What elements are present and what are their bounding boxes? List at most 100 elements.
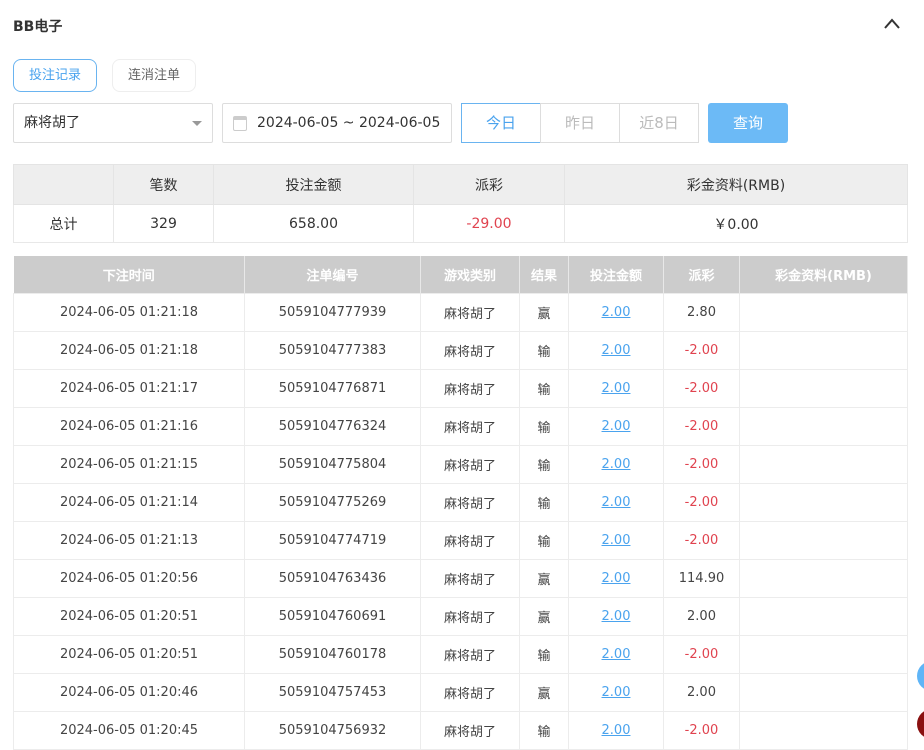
cell-bet-amount[interactable]: 2.00 <box>568 368 664 408</box>
cell-order-number: 5059104777939 <box>244 292 421 332</box>
cell-bet-amount[interactable]: 2.00 <box>568 672 664 712</box>
cell-bet-amount[interactable]: 2.00 <box>568 634 664 674</box>
cell-result: 输 <box>519 330 569 370</box>
summary-bonus: ￥0.00 <box>564 204 908 243</box>
cell-bet-amount[interactable]: 2.00 <box>568 596 664 636</box>
table-row: 2024-06-05 01:21:14 5059104775269 麻将胡了输 2.0… <box>13 482 908 522</box>
cell-game-type: 麻将胡了 <box>420 710 520 750</box>
column-header-bet-time: 下注时间 <box>13 256 245 293</box>
column-header-payout: 派彩 <box>663 256 740 293</box>
cell-game-type: 麻将胡了 <box>420 368 520 408</box>
floating-promo-button[interactable] <box>917 709 924 739</box>
cell-bet-time: 2024-06-05 01:21:18 <box>13 330 245 370</box>
column-header-game-type: 游戏类别 <box>420 256 520 293</box>
cell-bet-time: 2024-06-05 01:21:16 <box>13 406 245 446</box>
cell-order-number: 5059104763436 <box>244 558 421 598</box>
cell-payout: -2.00 <box>663 330 740 370</box>
tab-bet-records[interactable]: 投注记录 <box>13 59 97 92</box>
cell-result: 输 <box>519 710 569 750</box>
cell-bet-time: 2024-06-05 01:21:13 <box>13 520 245 560</box>
cell-result: 赢 <box>519 596 569 636</box>
cell-bet-time: 2024-06-05 01:21:14 <box>13 482 245 522</box>
cell-bonus <box>739 406 908 446</box>
game-select[interactable]: 麻将胡了 <box>13 103 213 143</box>
table-row: 2024-06-05 01:20:51 5059104760691 麻将胡了赢 2.0… <box>13 596 908 636</box>
query-button[interactable]: 查询 <box>708 103 788 143</box>
cell-order-number: 5059104757453 <box>244 672 421 712</box>
table-row: 2024-06-05 01:20:45 5059104756932 麻将胡了输 2.0… <box>13 710 908 750</box>
cell-bet-amount[interactable]: 2.00 <box>568 406 664 446</box>
cell-game-type: 麻将胡了 <box>420 292 520 332</box>
column-header-result: 结果 <box>519 256 569 293</box>
column-header-bonus: 彩金资料(RMB) <box>739 256 908 293</box>
table-row: 2024-06-05 01:21:15 5059104775804 麻将胡了输 2.0… <box>13 444 908 484</box>
cell-order-number: 5059104776324 <box>244 406 421 446</box>
cell-bet-amount[interactable]: 2.00 <box>568 710 664 750</box>
cell-result: 输 <box>519 368 569 408</box>
cell-bonus <box>739 596 908 636</box>
last-8-days-button[interactable]: 近8日 <box>619 103 699 143</box>
column-header-order-number: 注单编号 <box>244 256 421 293</box>
summary-header: 派彩 <box>413 164 565 205</box>
summary-header: 投注金额 <box>213 164 414 205</box>
cell-bonus <box>739 558 908 598</box>
cell-result: 输 <box>519 444 569 484</box>
table-row: 2024-06-05 01:21:16 5059104776324 麻将胡了输 2.0… <box>13 406 908 446</box>
cell-result: 输 <box>519 634 569 674</box>
cell-bonus <box>739 444 908 484</box>
cell-bet-amount[interactable]: 2.00 <box>568 444 664 484</box>
cell-payout: 2.80 <box>663 292 740 332</box>
cell-bet-amount[interactable]: 2.00 <box>568 558 664 598</box>
date-range-input[interactable]: 2024-06-05 ~ 2024-06-05 <box>222 103 452 143</box>
cell-payout: 114.90 <box>663 558 740 598</box>
cell-payout: -2.00 <box>663 634 740 674</box>
cell-bet-time: 2024-06-05 01:20:51 <box>13 596 245 636</box>
bet-records-table: 下注时间 注单编号 游戏类别 结果 投注金额 派彩 彩金资料(RMB) 2024-06-05… <box>13 256 908 750</box>
yesterday-button[interactable]: 昨日 <box>540 103 620 143</box>
cell-result: 输 <box>519 520 569 560</box>
table-row: 2024-06-05 01:20:51 5059104760178 麻将胡了输 2.0… <box>13 634 908 674</box>
cell-bet-time: 2024-06-05 01:21:18 <box>13 292 245 332</box>
cell-bonus <box>739 710 908 750</box>
cell-payout: -2.00 <box>663 520 740 560</box>
cell-payout: 2.00 <box>663 672 740 712</box>
today-button[interactable]: 今日 <box>461 103 541 143</box>
table-row: 2024-06-05 01:21:18 5059104777939 麻将胡了赢 2.0… <box>13 292 908 332</box>
floating-service-button[interactable] <box>917 661 924 691</box>
game-select-value: 麻将胡了 <box>24 115 80 131</box>
column-header-bet-amount: 投注金额 <box>568 256 664 293</box>
cell-bet-time: 2024-06-05 01:21:17 <box>13 368 245 408</box>
cell-game-type: 麻将胡了 <box>420 596 520 636</box>
cell-payout: -2.00 <box>663 406 740 446</box>
cell-payout: -2.00 <box>663 444 740 484</box>
table-row: 2024-06-05 01:21:17 5059104776871 麻将胡了输 2.0… <box>13 368 908 408</box>
cell-game-type: 麻将胡了 <box>420 330 520 370</box>
cell-game-type: 麻将胡了 <box>420 406 520 446</box>
cell-payout: -2.00 <box>663 482 740 522</box>
cell-bet-amount[interactable]: 2.00 <box>568 330 664 370</box>
cell-bet-amount[interactable]: 2.00 <box>568 482 664 522</box>
chevron-up-icon[interactable] <box>882 14 902 34</box>
cell-order-number: 5059104776871 <box>244 368 421 408</box>
cell-result: 赢 <box>519 558 569 598</box>
cell-game-type: 麻将胡了 <box>420 558 520 598</box>
cell-order-number: 5059104777383 <box>244 330 421 370</box>
cell-bet-amount[interactable]: 2.00 <box>568 520 664 560</box>
tab-combo-bets[interactable]: 连消注单 <box>112 59 196 92</box>
cell-payout: -2.00 <box>663 710 740 750</box>
cell-bonus <box>739 520 908 560</box>
summary-header: 彩金资料(RMB) <box>564 164 908 205</box>
summary-payout: -29.00 <box>413 204 565 243</box>
cell-bet-time: 2024-06-05 01:20:46 <box>13 672 245 712</box>
cell-bonus <box>739 330 908 370</box>
summary-header <box>13 164 114 205</box>
summary-label: 总计 <box>13 204 114 243</box>
cell-bonus <box>739 368 908 408</box>
cell-order-number: 5059104756932 <box>244 710 421 750</box>
cell-bonus <box>739 634 908 674</box>
cell-bet-time: 2024-06-05 01:20:51 <box>13 634 245 674</box>
cell-result: 赢 <box>519 292 569 332</box>
cell-bet-amount[interactable]: 2.00 <box>568 292 664 332</box>
cell-game-type: 麻将胡了 <box>420 444 520 484</box>
table-row: 2024-06-05 01:21:13 5059104774719 麻将胡了输 2.0… <box>13 520 908 560</box>
